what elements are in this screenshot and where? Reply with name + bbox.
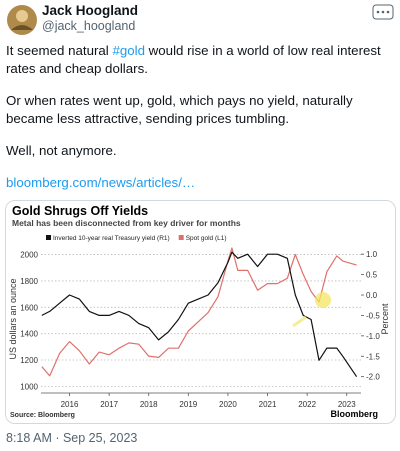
legend-label: Inverted 10-year real Treasury yield (R1… [53, 235, 170, 242]
paragraph: It seemed natural #gold would rise in a … [6, 42, 396, 78]
chart-title: Gold Shrugs Off Yields [12, 204, 148, 218]
tweet-text: It seemed natural #gold would rise in a … [6, 42, 396, 206]
media-card[interactable]: Gold Shrugs Off Yields Metal has been di… [5, 200, 396, 424]
x-tick-label: 2019 [179, 400, 197, 409]
y-tick-label: 1800 [20, 277, 38, 286]
author-handle[interactable]: @jack_hoogland [42, 19, 136, 33]
y2-tick-label: 1.0 [366, 250, 378, 259]
highlight [315, 292, 331, 308]
y-tick-label: 1000 [20, 382, 38, 391]
x-tick-label: 2016 [61, 400, 79, 409]
x-tick-label: 2017 [100, 400, 118, 409]
x-tick-label: 2021 [259, 400, 277, 409]
legend-swatch [178, 235, 184, 240]
y2-tick-label: 0.0 [366, 291, 378, 300]
legend-swatch [46, 235, 51, 240]
y-tick-label: 2000 [20, 251, 38, 260]
chart-subtitle: Metal has been disconnected from key dri… [12, 218, 241, 228]
paragraph: Well, not anymore. [6, 143, 117, 158]
y-tick-label: 1200 [20, 356, 38, 365]
y2-axis-title: Percent [380, 303, 390, 335]
chart: Gold Shrugs Off Yields Metal has been di… [6, 201, 395, 423]
x-tick-label: 2023 [338, 400, 356, 409]
legend-label: Spot gold (L1) [186, 235, 227, 242]
y-axis-title: US dollars an ounce [8, 278, 18, 359]
link[interactable]: bloomberg.com/news/articles/… [6, 175, 196, 190]
source: Source: Bloomberg [10, 412, 75, 419]
text: would rise in a world of low real intere… [6, 43, 381, 76]
series-line [41, 247, 357, 377]
x-tick-label: 2020 [219, 400, 237, 409]
hashtag[interactable]: #gold [112, 43, 145, 58]
highlight-stroke [292, 315, 307, 328]
x-tick-label: 2022 [298, 400, 316, 409]
x-tick-label: 2018 [140, 400, 158, 409]
more-menu[interactable] [372, 4, 394, 20]
y2-tick-label: -1.0 [366, 332, 380, 341]
y2-tick-label: 0.5 [366, 271, 378, 280]
y-tick-label: 1400 [20, 330, 38, 339]
y2-tick-label: -1.5 [366, 352, 380, 361]
text: It seemed natural [6, 43, 113, 58]
author-name[interactable]: Jack Hoogland [42, 3, 139, 18]
paragraph: Or when rates went up, gold, which pays … [6, 93, 353, 126]
brand: Bloomberg [330, 409, 378, 419]
y2-tick-label: -2.0 [366, 373, 380, 382]
y-tick-label: 1600 [20, 303, 38, 312]
timestamp[interactable]: 8:18 AM · Sep 25, 2023 [6, 431, 138, 445]
avatar[interactable] [6, 4, 38, 36]
y2-tick-label: -0.5 [366, 311, 380, 320]
